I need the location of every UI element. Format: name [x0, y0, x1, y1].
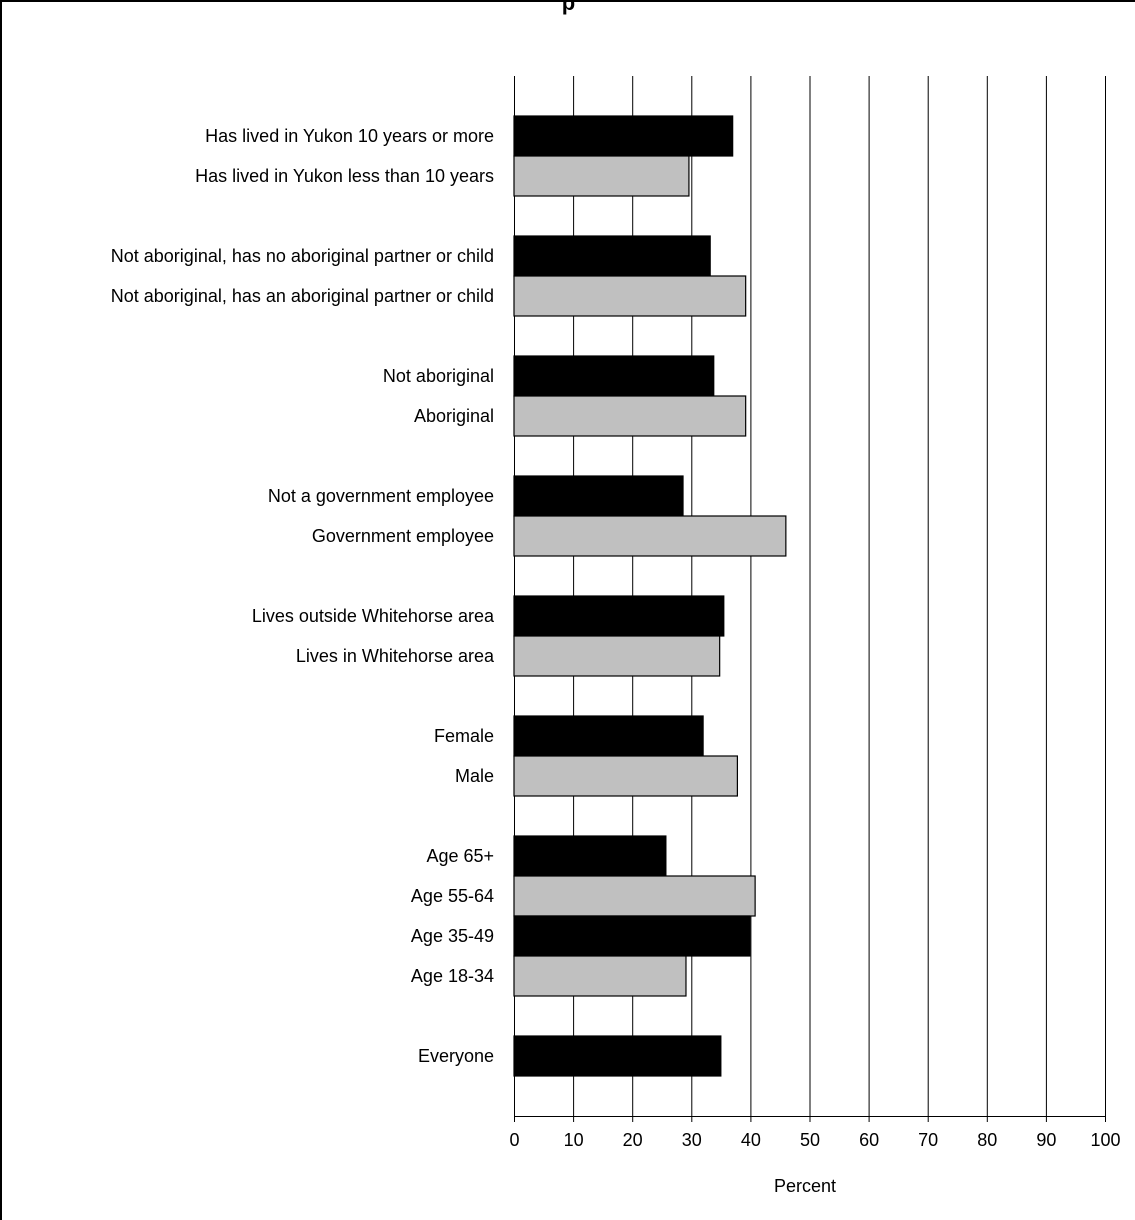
bar — [513, 395, 747, 437]
category-label: Lives outside Whitehorse area — [252, 606, 495, 626]
bar — [513, 115, 734, 157]
bar — [513, 235, 711, 277]
bar — [513, 955, 687, 997]
bars — [513, 115, 787, 1077]
bar — [513, 275, 747, 317]
category-label: Has lived in Yukon less than 10 years — [195, 166, 494, 186]
category-label: Not aboriginal, has an aboriginal partne… — [111, 286, 494, 306]
bar — [513, 1035, 722, 1077]
x-tick-label: 100 — [1090, 1130, 1120, 1150]
chart-title: p — [561, 0, 576, 15]
category-label: Female — [434, 726, 494, 746]
category-label: Age 65+ — [426, 846, 494, 866]
x-tick-label: 80 — [977, 1130, 997, 1150]
category-label: Has lived in Yukon 10 years or more — [205, 126, 494, 146]
bar — [513, 755, 738, 797]
x-tick-label: 40 — [741, 1130, 761, 1150]
bar — [513, 515, 787, 557]
category-labels: Has lived in Yukon 10 years or more Has l… — [111, 126, 495, 1066]
bar — [513, 475, 684, 517]
x-tick-label: 60 — [859, 1130, 879, 1150]
bar — [513, 595, 725, 637]
category-label: Not a government employee — [268, 486, 494, 506]
x-tick-label: 30 — [682, 1130, 702, 1150]
bar — [513, 715, 704, 757]
category-label: Lives in Whitehorse area — [296, 646, 495, 666]
bar — [513, 355, 715, 397]
category-label: Everyone — [418, 1046, 494, 1066]
category-label: Age 35-49 — [411, 926, 494, 946]
x-tick-label: 10 — [564, 1130, 584, 1150]
x-axis-title: Percent — [774, 1176, 836, 1196]
x-tick-label: 0 — [509, 1130, 519, 1150]
x-tick-label: 50 — [800, 1130, 820, 1150]
bar — [513, 875, 756, 917]
category-label: Male — [455, 766, 494, 786]
category-label: Age 55-64 — [411, 886, 494, 906]
bar — [513, 835, 667, 877]
category-label: Government employee — [312, 526, 494, 546]
category-label: Age 18-34 — [411, 966, 494, 986]
x-axis: 0 10 20 30 40 50 60 70 80 90 100 — [509, 1116, 1121, 1150]
x-tick-label: 20 — [623, 1130, 643, 1150]
category-label: Aboriginal — [414, 406, 494, 426]
category-label: Not aboriginal — [383, 366, 494, 386]
bar — [513, 155, 690, 197]
bar — [513, 915, 751, 957]
x-tick-label: 90 — [1036, 1130, 1056, 1150]
x-tick-label: 70 — [918, 1130, 938, 1150]
bar — [513, 635, 721, 677]
category-label: Not aboriginal, has no aboriginal partne… — [111, 246, 494, 266]
